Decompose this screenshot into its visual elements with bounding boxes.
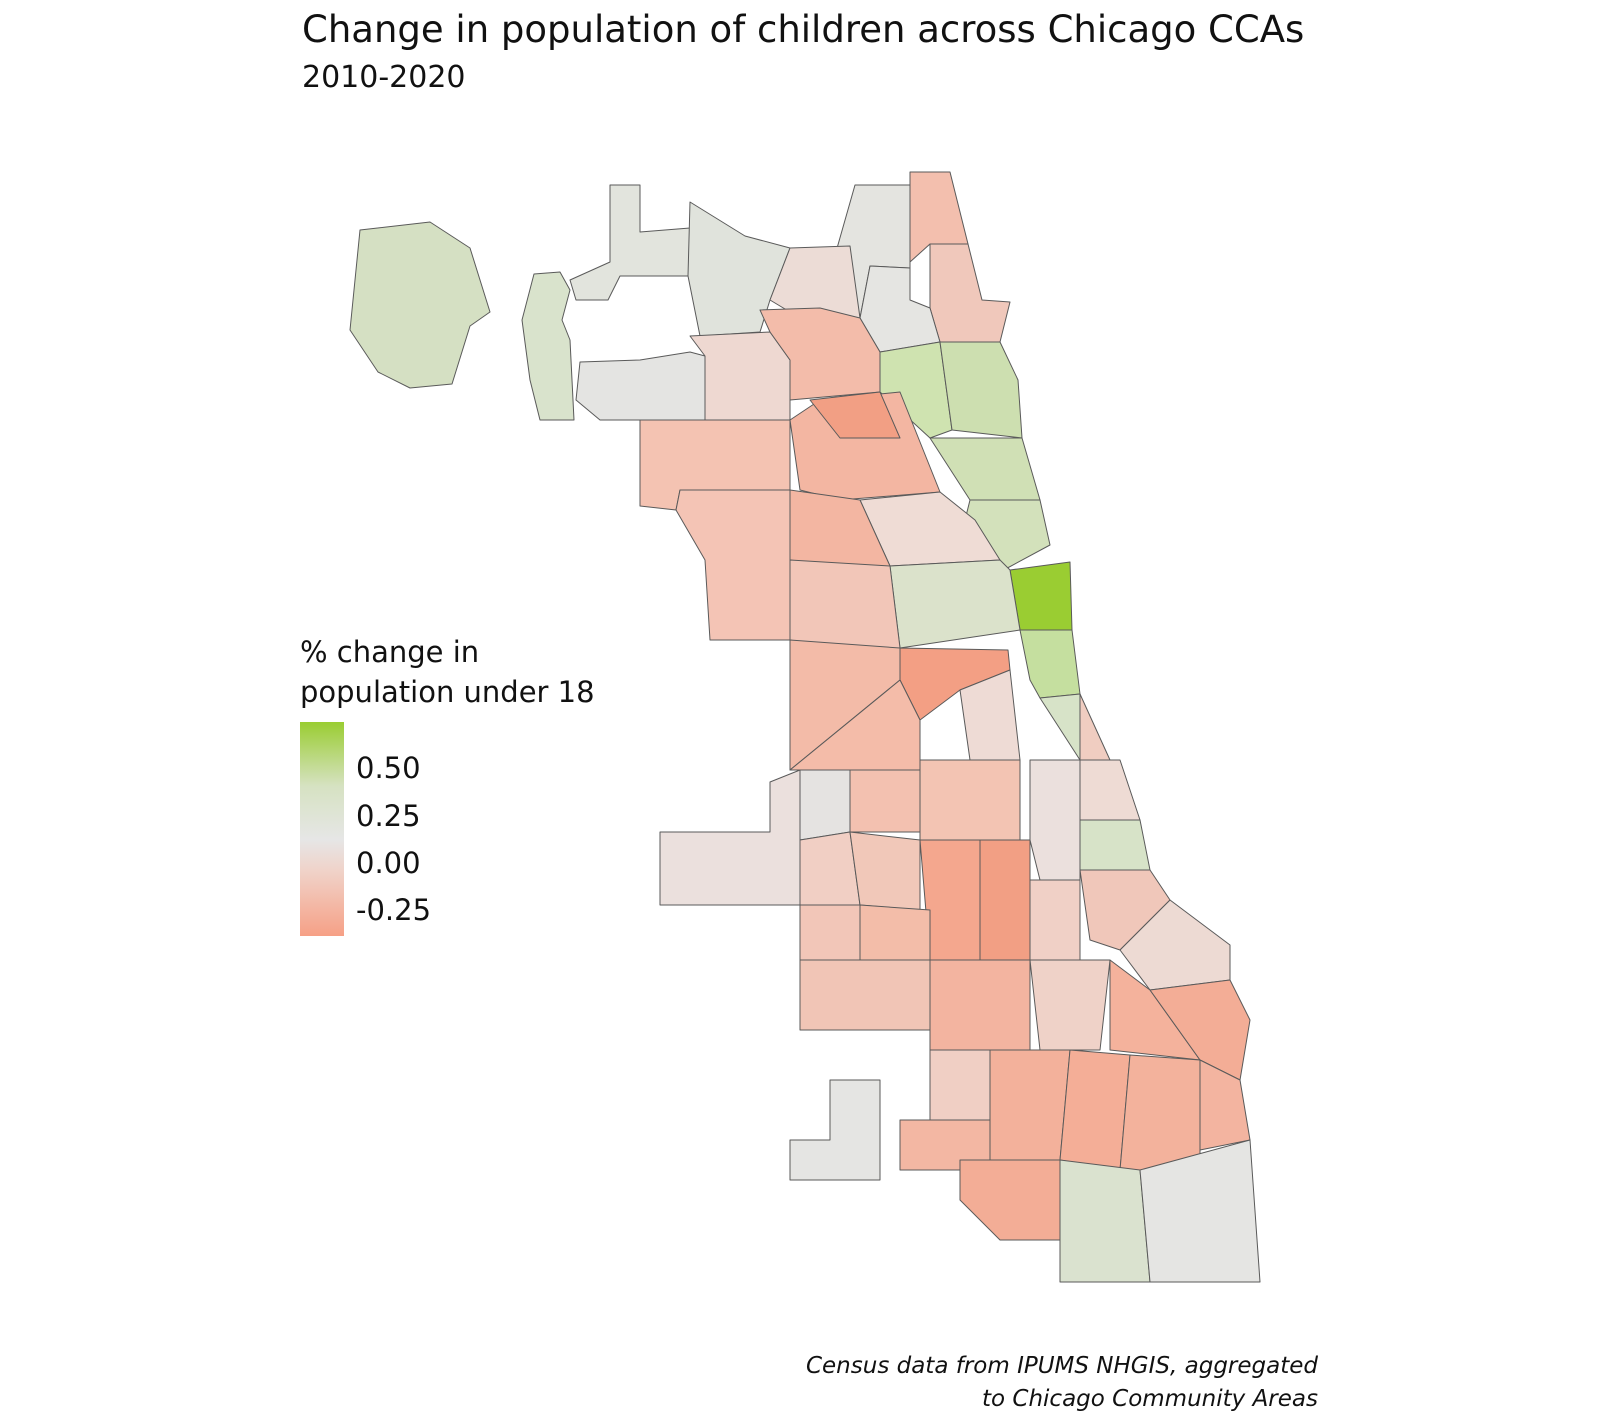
cca-riverdale xyxy=(1059,1159,1151,1283)
cca-gage-park xyxy=(849,831,921,911)
caption-line1: Census data from IPUMS NHGIS, aggregated xyxy=(805,1353,1318,1379)
cca-ashburn xyxy=(799,959,931,1031)
cca-avondale xyxy=(809,391,901,439)
cca-garfield-ridge xyxy=(659,769,801,906)
map-title: Change in population of children across … xyxy=(302,8,1305,51)
caption-line2: to Chicago Community Areas xyxy=(982,1386,1318,1412)
cca-west-lawn xyxy=(799,904,861,961)
legend-tick-label: 0.25 xyxy=(356,799,421,833)
cca-washington-heights xyxy=(989,1049,1071,1161)
cca-hyde-park xyxy=(1079,819,1151,871)
cca-belmont-cragin xyxy=(675,489,791,641)
cca-edison-park xyxy=(569,184,701,301)
legend-title: % change in population under 18 xyxy=(300,632,595,712)
cca-south-shore xyxy=(1119,899,1231,991)
legend-title-line2: population under 18 xyxy=(300,675,595,709)
cca-west-town xyxy=(889,559,1021,649)
legend-tick-label: 0.50 xyxy=(356,751,421,785)
legend-tick-label: 0.00 xyxy=(356,846,421,880)
cca-edgewater xyxy=(929,243,1011,343)
cca-washington-park xyxy=(1029,879,1081,961)
cca-jefferson-park xyxy=(575,351,706,421)
cca-lakeview xyxy=(939,341,1023,439)
cca-south-chicago xyxy=(1149,979,1251,1081)
cca-lincoln-park xyxy=(929,437,1041,501)
cca-mount-greenwood xyxy=(789,1079,881,1181)
cca-loop xyxy=(1009,561,1073,631)
cca-norwood-park xyxy=(521,271,575,421)
cca-beverly xyxy=(929,1049,991,1131)
cca-portage-park xyxy=(689,331,791,421)
cca-south-deering xyxy=(1199,1059,1251,1151)
cca-kenwood xyxy=(1079,759,1141,821)
legend-tick-label: -0.25 xyxy=(356,893,432,927)
cca-fuller-park xyxy=(979,839,1031,961)
map-subtitle: 2010-2020 xyxy=(302,60,466,95)
cca-auburn-gresham xyxy=(929,959,1031,1051)
cca-hegewisch xyxy=(1139,1139,1261,1283)
source-caption: Census data from IPUMS NHGIS, aggregated… xyxy=(806,1350,1318,1416)
cca-clearing xyxy=(799,769,851,841)
cca-ohare xyxy=(349,221,491,389)
cca-greater-grand xyxy=(1029,959,1111,1051)
cca-near-south xyxy=(1019,629,1081,699)
legend-color-bar xyxy=(300,722,344,936)
cca-west-pullman xyxy=(959,1159,1061,1241)
legend-title-line1: % change in xyxy=(300,635,480,669)
cca-oakland xyxy=(1079,693,1111,761)
cca-bridgeport xyxy=(1029,759,1081,881)
cca-uptown xyxy=(879,341,953,439)
cca-mckinley-park xyxy=(919,759,1021,841)
cca-humboldt-park xyxy=(789,559,901,649)
cca-brighton-park xyxy=(849,769,921,833)
cca-roseland xyxy=(1059,1049,1131,1171)
